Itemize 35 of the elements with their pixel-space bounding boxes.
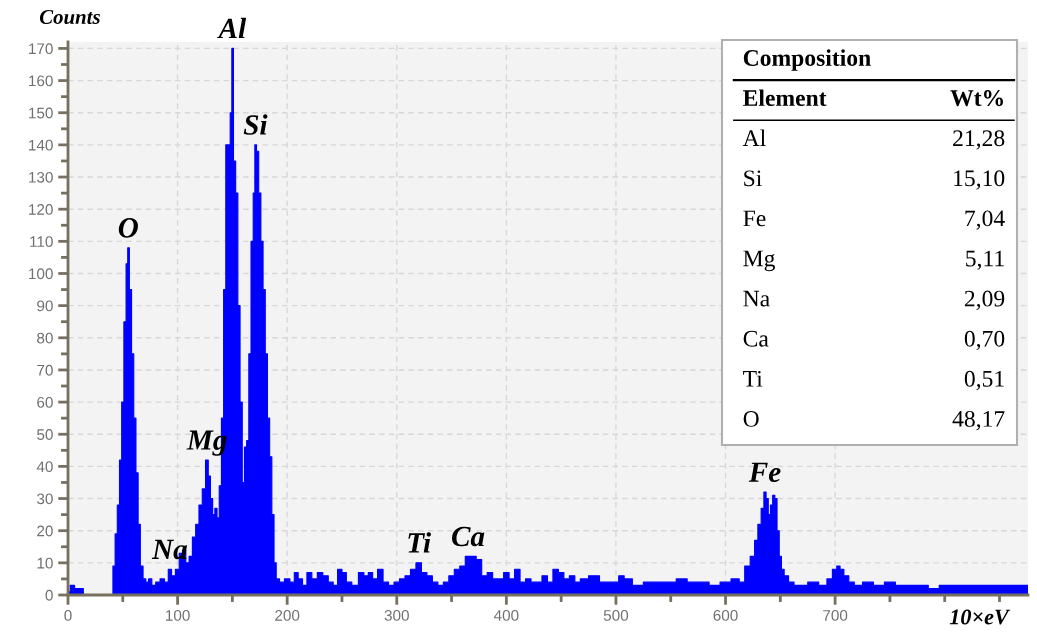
y-tick-label: 130 <box>29 171 53 183</box>
annotation: Ca <box>451 526 485 547</box>
y-tick-label: 80 <box>37 332 53 344</box>
y-tick-label: 160 <box>29 75 53 87</box>
y-tick-label: 110 <box>30 236 53 248</box>
y-tick-label: 100 <box>29 268 53 280</box>
y-tick-label: 40 <box>36 461 53 473</box>
annotation: O <box>118 218 138 238</box>
annotation: Fe <box>748 462 781 483</box>
y-tick-label: 140 <box>29 139 53 151</box>
x-tick-label: 500 <box>603 609 629 621</box>
y-tick-label: 50 <box>37 429 53 440</box>
x-tick-label: 600 <box>713 609 738 621</box>
annotation: Si <box>243 114 268 135</box>
y-tick-label: 60 <box>37 396 53 408</box>
annotation: Al <box>217 17 247 39</box>
x-tick-label: 0 <box>64 609 72 621</box>
annotation: Na <box>151 539 188 560</box>
y-axis-title: Counts <box>39 9 100 24</box>
y-tick-label: 10 <box>37 557 53 569</box>
y-tick-label: 20 <box>37 525 53 537</box>
y-tick-label: 120 <box>29 204 53 215</box>
x-tick-label: 300 <box>384 609 409 621</box>
y-tick-label: 150 <box>29 107 53 119</box>
y-tick-label: 0 <box>45 589 53 601</box>
y-tick-label: 90 <box>37 300 53 312</box>
y-tick-label: 170 <box>29 43 53 55</box>
y-tick-label: 70 <box>37 364 53 376</box>
x-tick-label: 700 <box>823 609 848 621</box>
x-tick-label: 100 <box>166 609 190 621</box>
annotation: Ti <box>408 532 431 553</box>
x-tick-label: 200 <box>275 609 300 621</box>
y-tick-label: 30 <box>37 493 53 505</box>
x-axis-title: 10×eV <box>949 609 1011 625</box>
x-tick-label: 400 <box>493 609 519 621</box>
